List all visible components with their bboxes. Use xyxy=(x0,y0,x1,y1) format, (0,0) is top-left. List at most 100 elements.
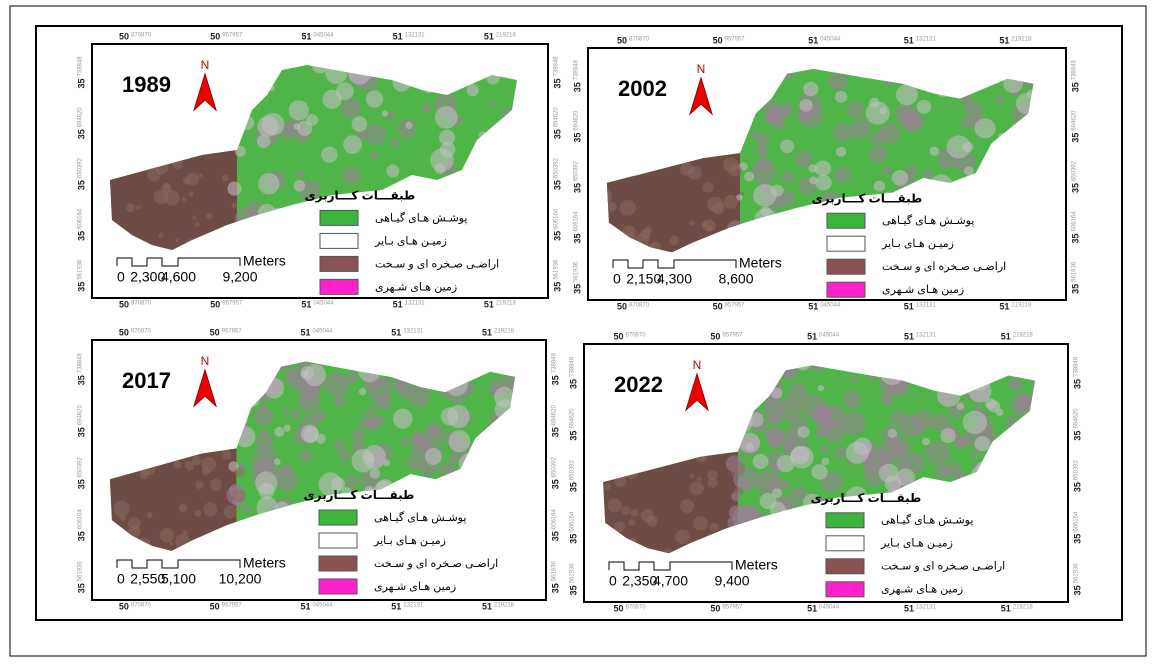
rock-texture xyxy=(139,470,148,479)
lat-minute: 650392 xyxy=(1074,459,1080,480)
lon-degree: 51 xyxy=(1001,603,1011,613)
lat-tick: 35738848 xyxy=(1072,356,1082,389)
texture xyxy=(440,142,455,157)
lon-minute: 870870 xyxy=(629,303,650,309)
lat-tick: 35606164 xyxy=(552,208,562,241)
texture xyxy=(411,432,424,445)
lat-tick: 35606164 xyxy=(1072,511,1082,544)
lon-degree: 51 xyxy=(1001,331,1011,341)
lon-degree: 50 xyxy=(119,299,129,309)
rock-texture xyxy=(232,489,245,503)
legend-label: زمین هـای شـهری xyxy=(374,581,456,593)
lat-degree: 35 xyxy=(550,531,560,541)
lat-degree: 35 xyxy=(568,379,578,389)
texture xyxy=(811,464,827,480)
legend-label: پوشـش هـای گیـاهی xyxy=(374,511,466,524)
rock-texture xyxy=(161,183,172,194)
lat-tick: 35606164 xyxy=(572,211,582,244)
legend-label: زمیـن هـای بـایر xyxy=(881,238,954,250)
scale-label: 9,400 xyxy=(714,573,749,589)
texture xyxy=(341,98,361,118)
scale-label: 0 xyxy=(609,573,617,589)
texture xyxy=(745,443,753,451)
texture xyxy=(254,407,273,426)
lat-degree: 35 xyxy=(550,427,560,437)
legend-swatch xyxy=(826,513,864,528)
legend-label: پوشـش هـای گیـاهی xyxy=(882,214,974,227)
lat-degree: 35 xyxy=(1070,133,1080,143)
texture xyxy=(262,113,285,136)
scale-label: 4,300 xyxy=(657,271,692,287)
lon-degree: 50 xyxy=(119,601,129,611)
lon-degree: 51 xyxy=(999,35,1009,45)
lat-minute: 606164 xyxy=(574,211,580,232)
rock-texture xyxy=(712,202,725,214)
lat-minute: 606164 xyxy=(1074,511,1080,532)
texture xyxy=(851,376,858,383)
texture xyxy=(929,146,939,155)
rock-texture xyxy=(689,220,695,225)
figure: 5087087050870870509579575095795751045044… xyxy=(0,0,1156,664)
rock-texture xyxy=(224,505,237,518)
texture xyxy=(370,468,381,479)
lon-minute: 219218 xyxy=(494,329,515,335)
lon-degree: 50 xyxy=(119,327,129,337)
legend-swatch xyxy=(826,559,864,574)
legend-swatch xyxy=(827,282,865,297)
texture xyxy=(803,82,818,96)
lat-degree: 35 xyxy=(1072,585,1082,595)
lon-degree: 51 xyxy=(808,301,818,311)
rock-texture xyxy=(710,523,719,532)
texture xyxy=(879,108,886,115)
texture xyxy=(879,464,899,483)
texture xyxy=(299,390,321,413)
texture xyxy=(367,418,379,431)
texture xyxy=(400,438,408,446)
texture xyxy=(386,164,399,177)
texture xyxy=(301,425,319,444)
rock-texture xyxy=(640,229,650,239)
lon-degree: 50 xyxy=(210,299,220,309)
texture xyxy=(382,110,388,116)
rock-texture xyxy=(723,157,739,172)
lon-minute: 045044 xyxy=(820,303,841,309)
texture xyxy=(964,102,983,120)
lat-minute: 694620 xyxy=(78,405,84,426)
texture xyxy=(752,160,777,183)
texture xyxy=(778,430,798,449)
lon-degree: 51 xyxy=(904,301,914,311)
lat-degree: 35 xyxy=(76,583,86,593)
texture xyxy=(935,464,950,479)
texture xyxy=(369,404,376,411)
lat-degree: 35 xyxy=(76,531,86,541)
texture xyxy=(883,166,892,175)
texture xyxy=(975,436,991,451)
lat-degree: 35 xyxy=(1070,82,1080,92)
lon-degree: 51 xyxy=(300,601,310,611)
texture xyxy=(1019,397,1029,407)
lon-minute: 045044 xyxy=(313,301,334,307)
lon-minute: 870870 xyxy=(626,333,647,339)
lat-minute: 650392 xyxy=(570,459,576,480)
texture xyxy=(441,407,458,425)
texture xyxy=(292,409,301,419)
texture xyxy=(985,398,996,409)
texture xyxy=(284,424,291,431)
rock-texture xyxy=(690,474,695,478)
lat-minute: 561936 xyxy=(554,259,560,280)
rock-texture xyxy=(234,467,244,477)
legend-swatch xyxy=(827,259,865,274)
texture xyxy=(393,409,413,429)
rock-texture xyxy=(182,197,187,202)
lat-tick: 35606164 xyxy=(76,509,86,542)
texture xyxy=(816,421,832,436)
lat-tick: 35561936 xyxy=(572,261,582,294)
legend-label: اراضـی صـخره ای و سـخت xyxy=(882,261,1006,273)
lon-minute: 957957 xyxy=(222,33,243,39)
texture xyxy=(227,182,241,196)
lon-minute: 219218 xyxy=(1011,37,1032,43)
lat-minute: 561936 xyxy=(574,261,580,282)
texture xyxy=(751,131,759,139)
